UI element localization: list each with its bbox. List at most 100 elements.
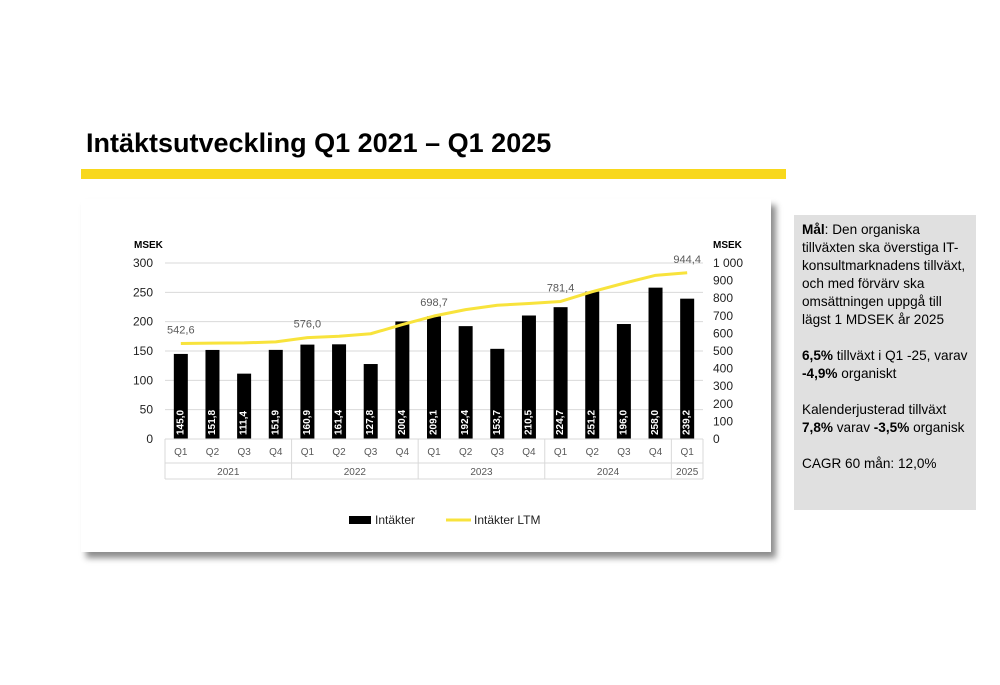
bar-value-label: 151,8 xyxy=(207,410,218,435)
ltm-value-label: 944,4 xyxy=(673,254,701,266)
growth-organic-value: -4,9% xyxy=(802,366,838,381)
y-tick-label: 50 xyxy=(140,403,154,417)
bar-value-label: 111,4 xyxy=(239,411,250,435)
x-tick-label: Q1 xyxy=(174,447,188,458)
bar-value-label: 192,4 xyxy=(460,410,471,435)
calendar-organic-value: -3,5% xyxy=(873,420,910,435)
x-tick-label: Q3 xyxy=(364,447,378,458)
x-tick-label: Q4 xyxy=(269,447,283,458)
x-tick-label: Q1 xyxy=(427,447,441,458)
growth-text-1: tillväxt i Q1 -25, varav xyxy=(832,348,968,363)
calendar-value: 7,8% xyxy=(802,420,833,435)
x-tick-label: Q1 xyxy=(554,447,568,458)
bar xyxy=(680,298,695,439)
bar xyxy=(585,291,600,439)
y2-tick-label: 900 xyxy=(713,274,733,288)
bar xyxy=(458,326,473,439)
x-tick-label: Q4 xyxy=(396,447,410,458)
calendar-text-3: organisk xyxy=(909,420,965,435)
x-tick-label: Q1 xyxy=(301,447,315,458)
bar xyxy=(490,348,505,439)
bar-value-label: 161,4 xyxy=(334,410,345,435)
bar-value-label: 151,9 xyxy=(270,410,281,435)
bar xyxy=(268,349,283,439)
goal-text: : Den organiska tillväxten ska överstiga… xyxy=(802,222,966,327)
x-tick-label: Q2 xyxy=(459,447,473,458)
bar xyxy=(521,315,536,439)
bar xyxy=(553,307,568,439)
bar xyxy=(237,373,252,439)
y-axis-unit: MSEK xyxy=(134,240,164,251)
bar-value-label: 153,7 xyxy=(492,410,503,435)
y2-tick-label: 0 xyxy=(713,432,720,446)
x-tick-label: Q2 xyxy=(206,447,220,458)
x-tick-label: Q4 xyxy=(522,447,536,458)
year-group-label: 2021 xyxy=(217,467,240,478)
ltm-value-label: 576,0 xyxy=(294,319,322,331)
x-tick-label: Q3 xyxy=(617,447,631,458)
bar-value-label: 224,7 xyxy=(555,410,566,435)
cagr-paragraph: CAGR 60 mån: 12,0% xyxy=(802,456,937,471)
legend-swatch-bar xyxy=(349,516,371,524)
bar xyxy=(427,316,441,439)
info-box: Mål: Den organiska tillväxten ska överst… xyxy=(794,215,976,510)
y-tick-label: 250 xyxy=(133,285,153,299)
y2-tick-label: 100 xyxy=(713,414,733,428)
y2-tick-label: 500 xyxy=(713,344,733,358)
bar-value-label: 258,0 xyxy=(650,410,661,435)
y2-tick-label: 200 xyxy=(713,397,733,411)
y2-tick-label: 700 xyxy=(713,309,733,323)
bar-value-label: 196,0 xyxy=(618,410,629,435)
bar-value-label: 239,2 xyxy=(682,410,693,435)
bar-value-label: 251,2 xyxy=(587,410,598,435)
x-tick-label: Q3 xyxy=(237,447,251,458)
y2-axis-unit: MSEK xyxy=(713,240,743,251)
ltm-line xyxy=(180,271,688,346)
bar-value-label: 160,9 xyxy=(302,410,313,435)
y-tick-label: 150 xyxy=(133,344,153,358)
y2-tick-label: 300 xyxy=(713,379,733,393)
bar-value-label: 200,4 xyxy=(397,410,408,435)
y2-tick-label: 400 xyxy=(713,362,733,376)
bar xyxy=(205,349,220,439)
chart-card: 0 50 100 150 200 250 300 0 100 200 300 400 500 600 700… xyxy=(81,199,771,552)
y-tick-label: 100 xyxy=(133,373,153,387)
x-tick-label: Q3 xyxy=(491,447,505,458)
ltm-value-label: 542,6 xyxy=(167,325,195,337)
growth-paragraph: 6,5% tillväxt i Q1 -25, varav -4,9% orga… xyxy=(802,347,970,383)
goal-paragraph: Mål: Den organiska tillväxten ska överst… xyxy=(802,221,970,329)
y2-tick-label: 600 xyxy=(713,326,733,340)
y2-tick-label: 1 000 xyxy=(713,256,743,270)
page-title: Intäktsutveckling Q1 2021 – Q1 2025 xyxy=(86,128,552,158)
y2-tick-label: 800 xyxy=(713,291,733,305)
ltm-value-label: 781,4 xyxy=(547,282,575,294)
calendar-paragraph: Kalenderjusterad tillväxt 7,8% varav -3,… xyxy=(802,401,970,437)
growth-text-2: organiskt xyxy=(837,366,897,381)
year-group-label: 2025 xyxy=(676,467,699,478)
legend-label: Intäkter LTM xyxy=(474,513,540,527)
year-group-label: 2024 xyxy=(597,467,620,478)
bar xyxy=(300,344,315,439)
bar xyxy=(332,344,347,439)
bar-value-label: 210,5 xyxy=(523,410,534,435)
calendar-text-1: Kalenderjusterad tillväxt xyxy=(802,402,947,417)
calendar-text-2: varav xyxy=(832,420,874,435)
x-tick-label: Q1 xyxy=(681,447,695,458)
revenue-chart: 0 50 100 150 200 250 300 0 100 200 300 400 500 600 700… xyxy=(133,240,743,527)
bar-value-label: 145,0 xyxy=(175,410,186,435)
x-tick-label: Q4 xyxy=(649,447,663,458)
year-group-label: 2023 xyxy=(470,467,493,478)
bar xyxy=(363,364,378,439)
bar xyxy=(173,353,188,439)
growth-value: 6,5% xyxy=(802,348,833,363)
year-group-label: 2022 xyxy=(344,467,367,478)
x-tick-label: Q2 xyxy=(332,447,346,458)
y-tick-label: 300 xyxy=(133,256,153,270)
bar xyxy=(616,324,631,439)
y-tick-label: 200 xyxy=(133,315,153,329)
title-accent-bar xyxy=(81,169,786,179)
legend-label: Intäkter xyxy=(375,513,415,527)
bar xyxy=(648,287,663,439)
x-tick-label: Q2 xyxy=(586,447,600,458)
ltm-value-label: 698,7 xyxy=(420,297,448,309)
